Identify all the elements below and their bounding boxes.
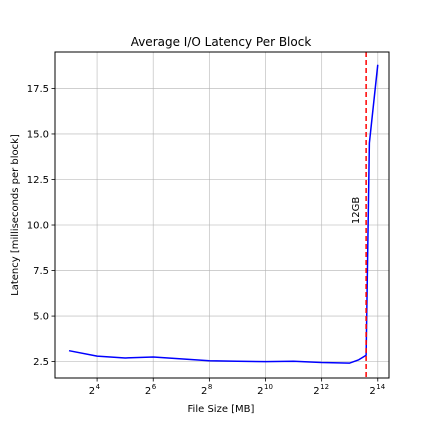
x-tick-label: 2 — [201, 386, 207, 397]
y-tick-label: 12.5 — [27, 175, 49, 186]
y-tick-label: 5.0 — [33, 312, 49, 323]
chart-title: Average I/O Latency Per Block — [131, 35, 312, 49]
grid-lines — [55, 52, 389, 378]
x-tick-label-exponent: 10 — [264, 383, 273, 391]
x-tick-label-exponent: 12 — [320, 383, 329, 391]
series-layer — [68, 64, 379, 364]
x-tick-label-exponent: 8 — [208, 383, 212, 391]
x-tick-label: 2 — [145, 386, 151, 397]
plot-area-frame — [54, 51, 390, 379]
y-tick-label: 7.5 — [33, 266, 49, 277]
x-tick-label: 2 — [89, 386, 95, 397]
y-tick-label: 10.0 — [27, 221, 49, 232]
x-tick-label-exponent: 6 — [152, 383, 157, 391]
x-axis-ticks: 2 4 2 6 2 8 2 10 2 12 2 14 — [89, 378, 386, 397]
reference-line-label: 12GB — [351, 197, 362, 224]
x-tick-label: 2 — [369, 386, 375, 397]
y-axis-ticks: 2.5 5.0 7.5 10.0 12.5 15.0 17.5 — [27, 84, 55, 368]
latency-series-line — [68, 64, 379, 364]
y-axis-label: Latency [milliseconds per block] — [10, 134, 21, 296]
y-tick-label: 15.0 — [27, 129, 49, 140]
x-tick-label: 2 — [313, 386, 319, 397]
x-axis-label: File Size [MB] — [188, 404, 255, 415]
y-tick-label: 2.5 — [33, 357, 49, 368]
x-tick-label-exponent: 14 — [376, 383, 385, 391]
x-tick-label-exponent: 4 — [96, 383, 101, 391]
x-tick-label: 2 — [257, 386, 263, 397]
y-tick-label: 17.5 — [27, 84, 49, 95]
